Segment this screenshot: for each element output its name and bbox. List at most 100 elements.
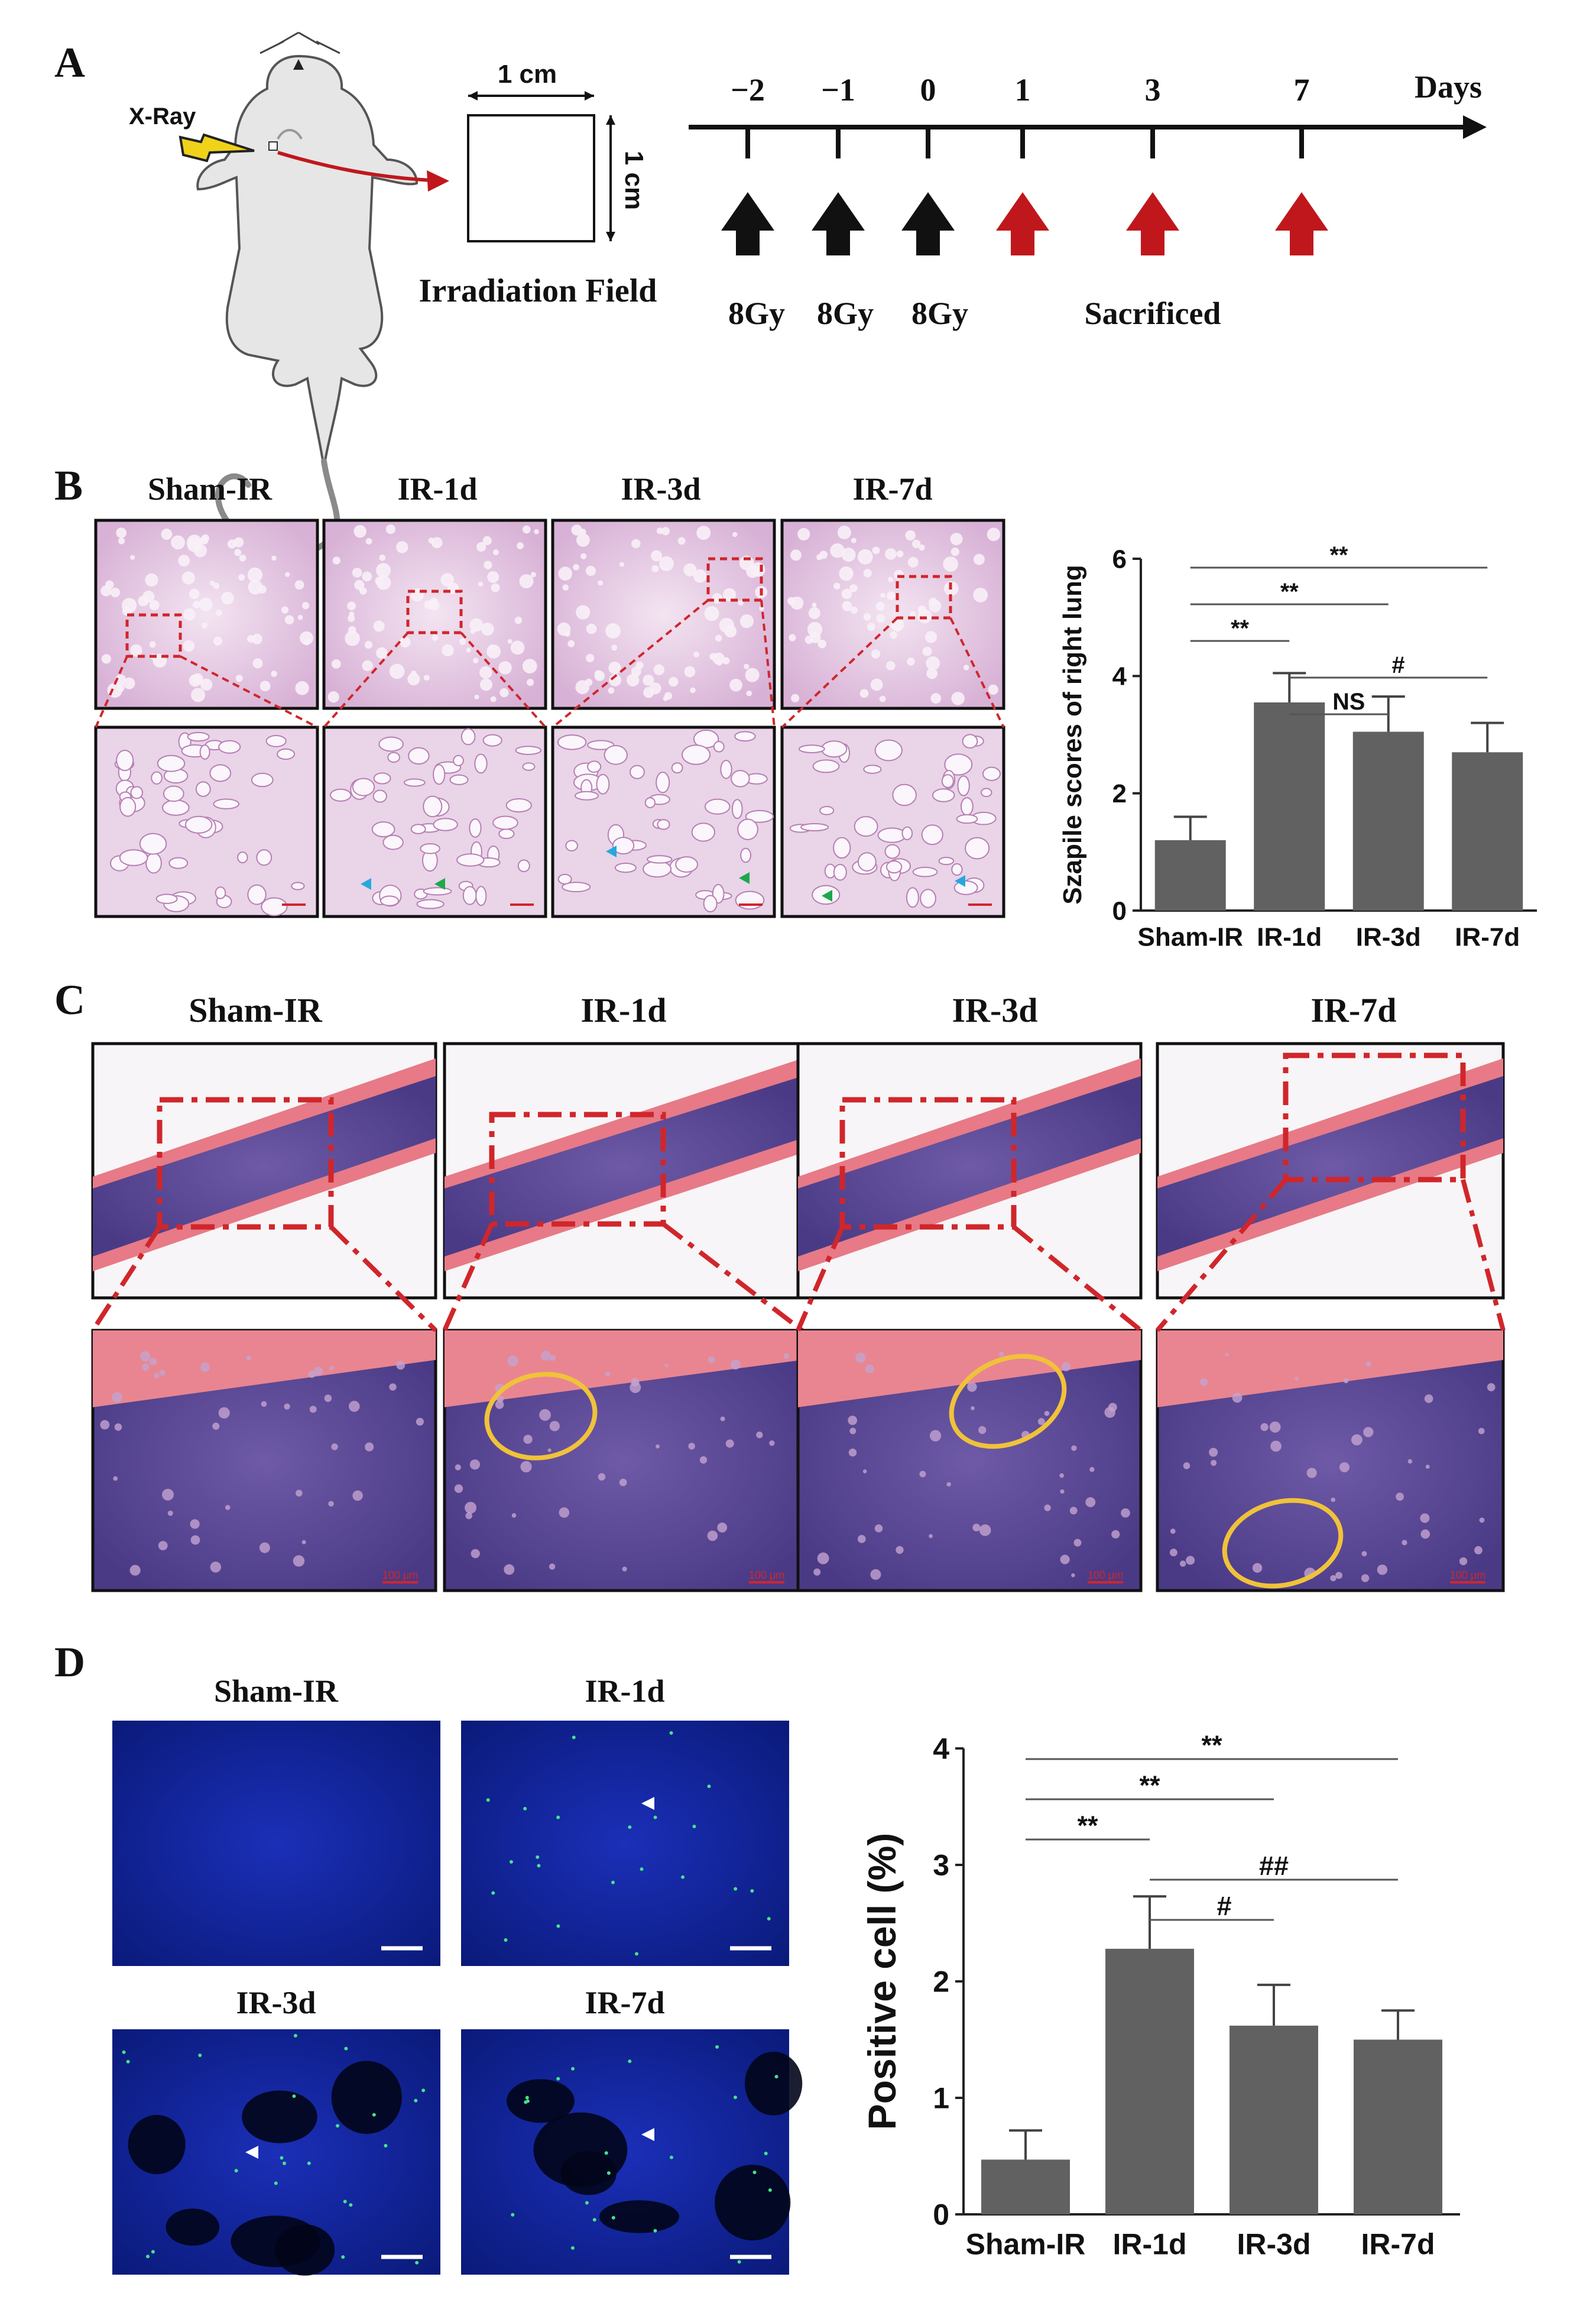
cell-cluster xyxy=(352,1490,363,1501)
alveolus xyxy=(596,773,610,795)
day-label: 0 xyxy=(920,72,936,108)
group-title: Sham-IR xyxy=(189,991,323,1029)
cell-cluster xyxy=(1479,1517,1485,1523)
alveolus xyxy=(876,614,885,623)
alveolus xyxy=(807,621,823,637)
alveolus xyxy=(789,634,796,642)
positive-cell xyxy=(525,2096,529,2100)
cell-cluster xyxy=(1407,1459,1413,1464)
scale-bar-label: 100 μm xyxy=(1088,1569,1123,1581)
alveolus xyxy=(181,571,195,585)
zoom-connector xyxy=(323,631,409,728)
cell-cluster xyxy=(664,1363,669,1368)
alveolus xyxy=(218,740,241,754)
alveolus xyxy=(580,553,587,559)
alveolus xyxy=(130,786,144,799)
alveolus xyxy=(227,539,236,549)
alveolus xyxy=(938,857,955,866)
cell-cluster xyxy=(1459,1557,1468,1566)
alveolus xyxy=(209,764,232,782)
cell-cluster xyxy=(1295,1377,1299,1381)
group-title: IR-3d xyxy=(621,471,700,507)
alveolus xyxy=(605,623,621,639)
sacrificed-label: Sacrificed xyxy=(1085,296,1221,331)
y-tick-label: 4 xyxy=(1112,662,1127,691)
image-title: Sham-IR xyxy=(214,1673,339,1709)
cell-cluster xyxy=(708,1356,715,1363)
alveolus xyxy=(330,788,352,802)
zoom-connector xyxy=(1155,1178,1288,1332)
dark-region xyxy=(506,2079,575,2123)
alveolus xyxy=(189,674,202,687)
alveolus xyxy=(209,581,215,586)
panel-c-titles: Sham-IR IR-1d IR-3d IR-7d xyxy=(189,991,1396,1029)
alveolus xyxy=(612,837,635,855)
alveolus xyxy=(481,623,494,636)
positive-cell xyxy=(274,2181,278,2185)
positive-cell xyxy=(572,1735,576,1740)
alveolus xyxy=(571,524,582,536)
alveolus xyxy=(117,684,125,692)
cell-cluster xyxy=(1232,1392,1243,1403)
alveolus xyxy=(573,563,579,571)
image-title: IR-1d xyxy=(585,1673,664,1709)
cell-cluster xyxy=(630,1382,641,1393)
zoom-region-box xyxy=(896,575,952,620)
alveolus xyxy=(256,849,273,866)
alveolus xyxy=(664,692,673,700)
cell-cluster xyxy=(1186,1556,1195,1565)
alveolus xyxy=(130,644,142,657)
alveolus xyxy=(791,694,800,702)
panel-d-chart: 0 1 2 3 4 Positive cell (%) Sham-IR IR-1d IR-3d I… xyxy=(860,1730,1460,2261)
cell-cluster xyxy=(293,1555,305,1567)
bar xyxy=(1154,840,1226,911)
alveolus xyxy=(732,532,738,537)
positive-cell xyxy=(491,1891,495,1895)
alveolus xyxy=(123,677,135,689)
cell-cluster xyxy=(261,1401,267,1407)
xray-label: X-Ray xyxy=(129,103,196,129)
cell-cluster xyxy=(140,1351,151,1362)
fluorescence-image xyxy=(112,1721,440,1966)
group-title: Sham-IR xyxy=(148,471,273,507)
alveolus xyxy=(362,571,372,582)
alveolus xyxy=(619,562,625,567)
alveolus xyxy=(407,673,420,686)
alveolus xyxy=(168,857,189,869)
alveolus xyxy=(818,639,826,649)
alveolus xyxy=(116,527,127,538)
zoom-region-box xyxy=(406,590,463,634)
alveolus xyxy=(723,588,737,601)
day-label: 1 xyxy=(1015,72,1031,108)
alveolus xyxy=(715,634,722,642)
alveolus xyxy=(586,623,597,634)
alveolus xyxy=(469,618,484,632)
group-title: IR-1d xyxy=(580,991,666,1029)
cell-cluster xyxy=(1343,1378,1349,1384)
alveolus xyxy=(139,833,167,855)
alveolus xyxy=(631,539,641,549)
positive-cell xyxy=(146,2255,150,2259)
irradiation-field: 1 cm 1 cm Irradiation Field xyxy=(419,60,657,309)
alveolus xyxy=(941,774,954,788)
positive-cell xyxy=(733,2096,737,2100)
alveolus xyxy=(734,731,756,742)
tissue-band xyxy=(1157,1076,1503,1256)
alveolus xyxy=(387,752,401,763)
alveolus xyxy=(962,734,978,749)
alveolus xyxy=(353,524,366,538)
alveolus xyxy=(575,791,599,801)
cell-cluster xyxy=(329,1366,334,1371)
alveolus xyxy=(199,597,213,611)
cell-cluster xyxy=(465,1501,477,1514)
alveolus xyxy=(833,863,847,881)
alveolus xyxy=(372,789,387,803)
cell-cluster xyxy=(328,1501,334,1507)
y-tick-label: 0 xyxy=(933,2198,949,2231)
alveolus xyxy=(157,754,186,772)
cell-cluster xyxy=(549,1421,560,1431)
alveolus xyxy=(919,544,925,551)
positive-cell xyxy=(122,2050,126,2054)
alveolus xyxy=(514,616,523,624)
